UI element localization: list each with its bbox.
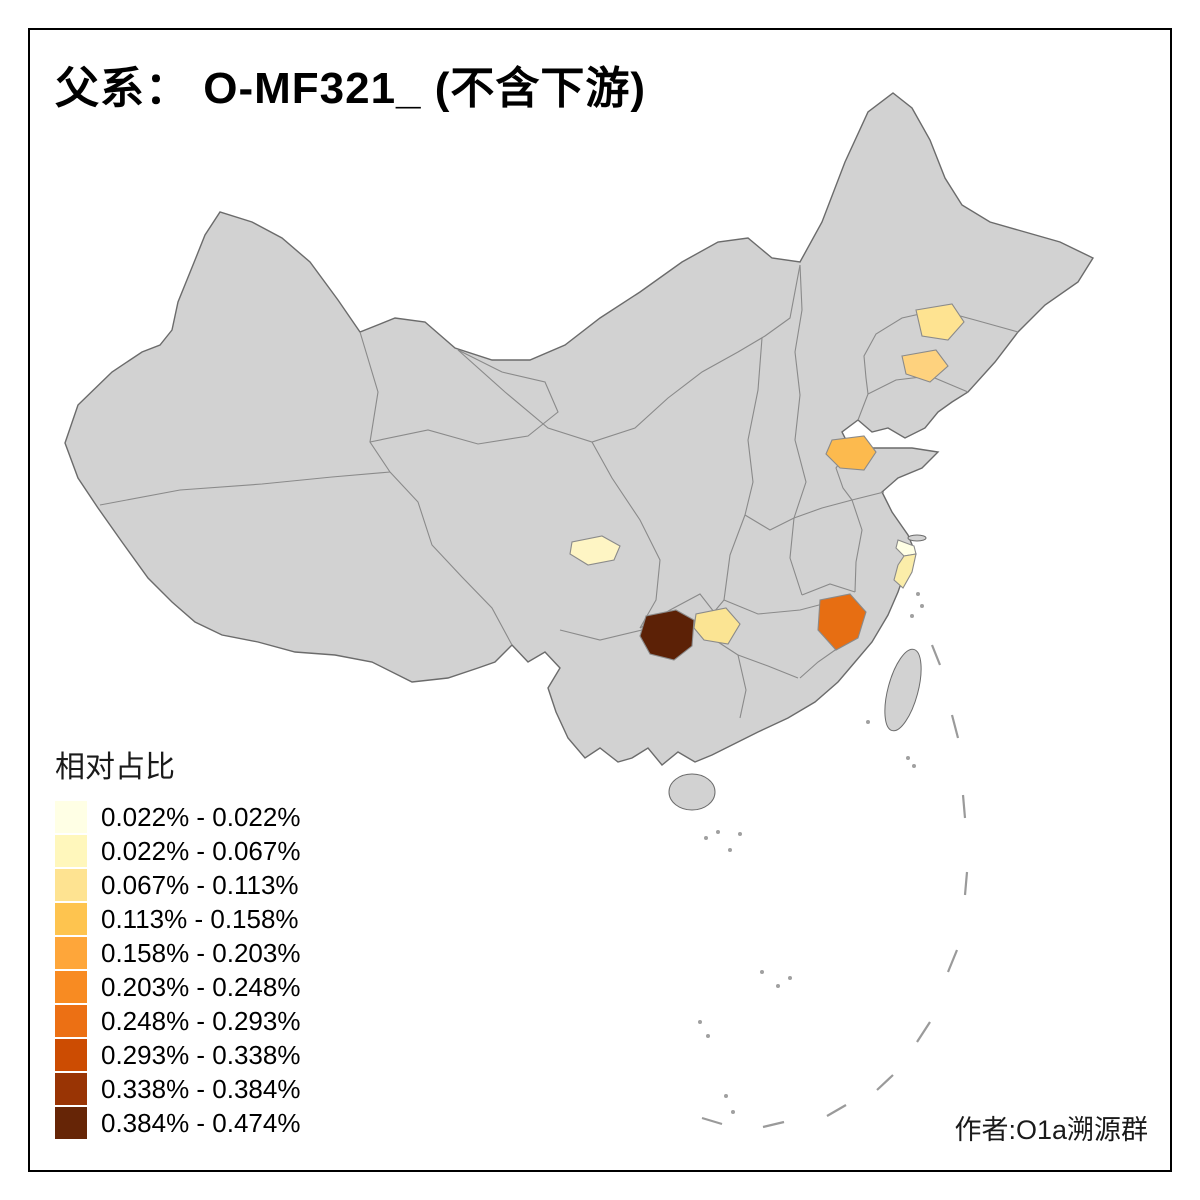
choropleth-regions	[569, 303, 965, 661]
legend-label: 0.022% - 0.022%	[101, 801, 301, 832]
legend-label: 0.293% - 0.338%	[101, 1039, 301, 1070]
legend-swatch	[55, 903, 87, 935]
chongming-island	[907, 534, 927, 542]
plot-title: 父系： O-MF321_ (不含下游)	[55, 64, 647, 113]
legend-swatch	[55, 971, 87, 1003]
legend-swatch	[55, 801, 87, 833]
legend-label: 0.113% - 0.158%	[101, 903, 299, 934]
legend-swatch	[55, 1073, 87, 1105]
region-shanghai	[895, 539, 917, 557]
region-fujian-north	[817, 593, 867, 651]
south-china-sea-islets	[698, 592, 924, 1114]
legend-row: 0.203% - 0.248%	[55, 970, 300, 1004]
nine-dash-line	[701, 644, 969, 1129]
legend-row: 0.022% - 0.022%	[55, 800, 300, 834]
legend-label: 0.022% - 0.067%	[101, 835, 301, 866]
author-credit: 作者:O1a溯源群	[954, 1115, 1148, 1145]
region-zhejiang-north	[893, 553, 917, 589]
legend-row: 0.022% - 0.067%	[55, 834, 300, 868]
legend-label: 0.248% - 0.293%	[101, 1005, 301, 1036]
legend-label: 0.067% - 0.113%	[101, 869, 299, 900]
legend-swatch	[55, 1039, 87, 1071]
legend-swatch	[55, 869, 87, 901]
legend-swatch	[55, 1005, 87, 1037]
legend-label: 0.338% - 0.384%	[101, 1073, 301, 1104]
region-guizhou	[639, 609, 695, 661]
region-hunan-west	[693, 607, 741, 645]
legend-label: 0.203% - 0.248%	[101, 971, 301, 1002]
legend-row: 0.113% - 0.158%	[55, 902, 300, 936]
legend-row: 0.338% - 0.384%	[55, 1072, 300, 1106]
legend: 相对占比 0.022% - 0.022% 0.022% - 0.067% 0.0…	[55, 742, 300, 1140]
legend-swatch	[55, 937, 87, 969]
legend-label: 0.384% - 0.474%	[101, 1107, 301, 1138]
legend-row: 0.158% - 0.203%	[55, 936, 300, 970]
taiwan-island	[884, 648, 922, 732]
legend-row: 0.248% - 0.293%	[55, 1004, 300, 1038]
region-liaoning	[901, 349, 949, 383]
region-jilin	[915, 303, 965, 341]
legend-row: 0.293% - 0.338%	[55, 1038, 300, 1072]
hainan-island	[668, 773, 716, 811]
legend-row: 0.067% - 0.113%	[55, 868, 300, 902]
legend-row: 0.384% - 0.474%	[55, 1106, 300, 1140]
region-shandong	[825, 435, 877, 471]
legend-title: 相对占比	[55, 751, 175, 784]
legend-label: 0.158% - 0.203%	[101, 937, 301, 968]
legend-swatch	[55, 1107, 87, 1139]
legend-swatch	[55, 835, 87, 867]
region-sichuan-chengdu	[569, 535, 621, 566]
